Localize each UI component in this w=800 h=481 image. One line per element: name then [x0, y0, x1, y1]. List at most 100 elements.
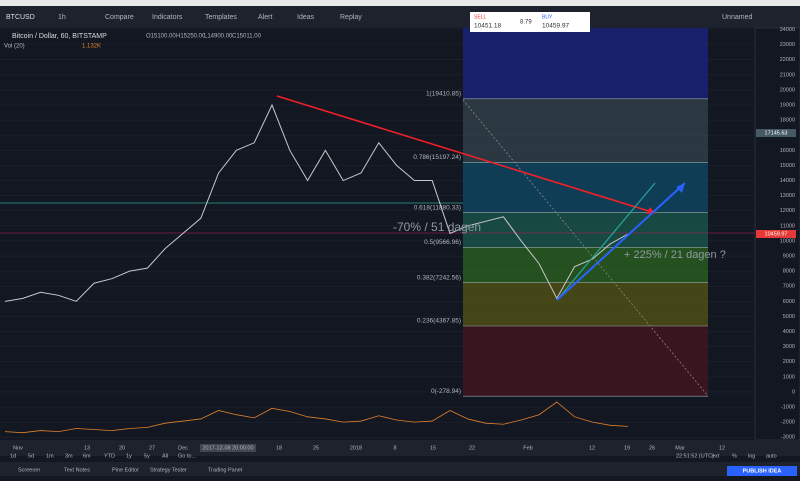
- symbol[interactable]: BTCUSD: [6, 14, 35, 21]
- range-button[interactable]: 3m: [65, 453, 73, 459]
- y-tick-label: 21000: [780, 72, 795, 78]
- x-tick-label: Feb: [523, 445, 532, 451]
- fib-label: 1(19410.85): [426, 91, 461, 98]
- publish-label[interactable]: PUBLISH IDEA: [743, 468, 782, 474]
- x-tick-label: 8: [393, 445, 396, 451]
- plot: [4, 103, 629, 434]
- fib-label: 0.236(4367.85): [417, 318, 461, 325]
- annotation: + 225% / 21 dagen ?: [624, 249, 726, 261]
- layout-name[interactable]: Unnamed: [722, 14, 752, 21]
- range-button[interactable]: 5d: [28, 453, 34, 459]
- interval[interactable]: 1h: [58, 14, 66, 21]
- volume-line: [4, 401, 629, 434]
- buy-price[interactable]: 10459.97: [542, 23, 569, 30]
- volume-label: Vol (20): [4, 44, 25, 50]
- price-line: [4, 103, 629, 302]
- trade-box[interactable]: [470, 12, 590, 32]
- y-tick-label: 7000: [783, 284, 795, 290]
- toolbar-button[interactable]: Indicators: [152, 14, 183, 21]
- footer-tab[interactable]: Strategy Tester: [150, 467, 187, 473]
- fib-label: 0(-278.94): [431, 388, 461, 395]
- ohlc: L14900.00: [204, 34, 233, 40]
- y-tick-label: 10000: [780, 238, 795, 244]
- trend-line: [556, 182, 656, 301]
- toolbar-button[interactable]: Templates: [205, 14, 237, 21]
- sell-label[interactable]: SELL: [474, 14, 486, 20]
- price-label-bg: [756, 230, 796, 239]
- ohlc: C15011.00: [232, 34, 262, 40]
- range-button[interactable]: 6m: [83, 453, 91, 459]
- price-label: 17145.63: [765, 130, 788, 136]
- x-tick-label: 2018: [350, 445, 362, 451]
- y-tick-label: 19000: [780, 102, 795, 108]
- clock: 22:51:52 (UTC): [676, 453, 714, 459]
- price-label: 10459.97: [765, 231, 788, 237]
- trend-line: [556, 182, 686, 301]
- y-tick-label: 15000: [780, 163, 795, 169]
- range-button[interactable]: 1m: [46, 453, 54, 459]
- y-tick-label: 20000: [780, 87, 795, 93]
- y-tick-label: 22000: [780, 57, 795, 63]
- y-tick-label: 4000: [783, 329, 795, 335]
- range-button[interactable]: YTD: [104, 453, 115, 459]
- y-tick-label: 12000: [780, 208, 795, 214]
- y-tick-label: 8000: [783, 269, 795, 275]
- publish-button[interactable]: [727, 466, 797, 476]
- footer-tab[interactable]: Pine Editor: [112, 467, 139, 473]
- annotation: -70% / 51 dagen: [393, 220, 481, 234]
- spread[interactable]: 8.79: [520, 20, 532, 26]
- range-button[interactable]: 5y: [144, 453, 150, 459]
- axis-option[interactable]: %: [732, 453, 737, 459]
- ohlc: H15250.00: [176, 34, 206, 40]
- buy-label[interactable]: BUY: [542, 14, 553, 20]
- y-tick-label: 2000: [783, 359, 795, 365]
- axis-option[interactable]: auto: [766, 453, 777, 459]
- axis-option[interactable]: ext: [712, 453, 720, 459]
- toolbar: [0, 6, 800, 28]
- fib-band: [463, 212, 708, 248]
- fib-label: 0.5(9566.96): [424, 239, 461, 246]
- range-button[interactable]: 1y: [126, 453, 132, 459]
- y-tick-label: -3000: [781, 435, 795, 441]
- arrow-head: [676, 183, 685, 193]
- y-tick-label: -2000: [781, 420, 795, 426]
- toolbar-button[interactable]: Replay: [340, 14, 362, 21]
- sell-price[interactable]: 10451.18: [474, 23, 501, 30]
- fib-band: [463, 282, 708, 327]
- y-tick-label: 9000: [783, 254, 795, 260]
- x-tick-label: 15: [430, 445, 436, 451]
- x-tick-label: 12: [719, 445, 725, 451]
- axis-option[interactable]: log: [748, 453, 755, 459]
- x-tick-label: 18: [276, 445, 282, 451]
- footer-tab[interactable]: Screener: [18, 467, 40, 473]
- x-tick-label: 2017-12-08 20:00:00: [202, 445, 253, 451]
- y-tick-label: -1000: [781, 405, 795, 411]
- range-button[interactable]: 1d: [10, 453, 16, 459]
- toolbar-button[interactable]: Alert: [258, 14, 272, 21]
- footer-tab[interactable]: Trading Panel: [208, 467, 242, 473]
- goto[interactable]: Go to...: [178, 453, 197, 459]
- x-tick-label: 13: [84, 445, 90, 451]
- range-button[interactable]: All: [162, 453, 168, 459]
- price-label-bg: [756, 129, 796, 138]
- y-tick-label: 13000: [780, 193, 795, 199]
- fib-band: [463, 247, 708, 283]
- x-tick-label: 22: [469, 445, 475, 451]
- browser-bar: [0, 0, 800, 6]
- y-tick-label: 5000: [783, 314, 795, 320]
- y-tick-label: 0: [792, 389, 795, 395]
- y-tick-label: 23000: [780, 42, 795, 48]
- footer-tab[interactable]: Text Notes: [64, 467, 90, 473]
- fib-trend: [462, 99, 709, 397]
- footer: [0, 462, 800, 476]
- x-tick-label: 20: [119, 445, 125, 451]
- x-tick-label: 19: [624, 445, 630, 451]
- trend-line: [276, 95, 656, 214]
- legend-title: Bitcoin / Dollar, 60, BITSTAMP: [12, 33, 107, 40]
- y-tick-label: 3000: [783, 344, 795, 350]
- toolbar-button[interactable]: Compare: [105, 14, 134, 21]
- crosshair-label-bg: [200, 444, 256, 452]
- toolbar-button[interactable]: Ideas: [297, 14, 315, 21]
